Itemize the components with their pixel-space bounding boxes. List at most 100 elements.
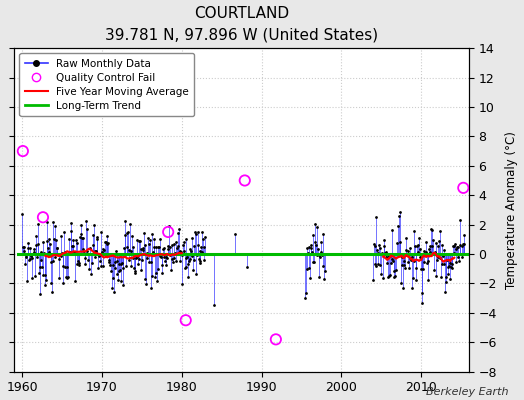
Point: [320, 276, 328, 282]
Point: [96, 258, 104, 264]
Point: [435, 228, 444, 234]
Point: [315, 274, 323, 280]
Point: [201, 234, 209, 240]
Point: [191, 229, 199, 236]
Point: [92, 247, 100, 254]
Point: [141, 281, 150, 287]
Point: [143, 250, 151, 256]
Point: [46, 241, 54, 248]
Point: [241, 177, 249, 184]
Point: [455, 258, 463, 264]
Point: [146, 258, 155, 265]
Point: [428, 243, 436, 250]
Point: [45, 248, 53, 255]
Point: [31, 233, 40, 240]
Point: [378, 251, 387, 258]
Point: [70, 249, 78, 255]
Point: [443, 263, 452, 270]
Point: [231, 231, 239, 237]
Point: [56, 252, 64, 258]
Point: [151, 244, 160, 250]
Point: [374, 250, 383, 256]
Point: [41, 272, 50, 278]
Point: [119, 264, 127, 271]
Point: [91, 248, 99, 254]
Point: [383, 249, 391, 255]
Point: [450, 243, 458, 249]
Point: [179, 242, 187, 248]
Point: [157, 254, 166, 260]
Point: [307, 242, 315, 248]
Point: [97, 228, 105, 235]
Point: [31, 272, 39, 279]
Point: [460, 232, 468, 238]
Point: [185, 258, 193, 264]
Point: [124, 228, 132, 235]
Point: [88, 259, 96, 266]
Point: [24, 245, 32, 251]
Point: [154, 266, 162, 272]
Point: [440, 260, 448, 267]
Point: [159, 246, 167, 252]
Point: [113, 270, 122, 277]
Point: [130, 265, 138, 271]
Point: [170, 241, 179, 248]
Point: [399, 285, 407, 291]
Point: [67, 228, 75, 234]
Point: [396, 209, 404, 216]
Point: [125, 247, 134, 253]
Point: [101, 239, 110, 245]
Point: [128, 255, 137, 262]
Point: [420, 258, 428, 265]
Point: [381, 254, 390, 260]
Point: [116, 261, 125, 267]
Point: [301, 294, 310, 301]
Point: [389, 274, 398, 280]
Point: [303, 244, 312, 251]
Point: [313, 252, 322, 258]
Point: [438, 261, 446, 267]
Point: [81, 261, 89, 267]
Point: [309, 232, 317, 238]
Point: [183, 254, 191, 260]
Point: [177, 249, 185, 255]
Point: [414, 242, 422, 249]
Point: [53, 245, 62, 251]
Point: [380, 237, 389, 243]
Point: [22, 252, 30, 258]
Point: [403, 248, 412, 254]
Point: [199, 236, 207, 242]
Point: [385, 273, 394, 279]
Point: [193, 252, 201, 258]
Point: [113, 258, 121, 264]
Point: [190, 243, 199, 250]
Point: [408, 285, 416, 291]
Point: [378, 250, 386, 256]
Point: [106, 262, 114, 268]
Point: [64, 274, 72, 280]
Point: [162, 254, 171, 261]
Point: [386, 272, 395, 279]
Point: [94, 253, 103, 259]
Point: [144, 241, 152, 248]
Point: [192, 271, 201, 277]
Text: Berkeley Earth: Berkeley Earth: [426, 387, 508, 397]
Point: [71, 277, 79, 284]
Point: [106, 251, 115, 258]
Point: [134, 256, 143, 263]
Point: [439, 253, 447, 260]
Point: [392, 250, 401, 257]
Point: [36, 290, 45, 297]
Point: [416, 254, 424, 260]
Point: [137, 246, 145, 252]
Point: [62, 274, 70, 280]
Point: [181, 263, 190, 270]
Point: [446, 260, 454, 266]
Point: [133, 254, 141, 260]
Point: [104, 256, 113, 263]
Point: [80, 250, 88, 256]
Point: [66, 249, 74, 255]
Point: [176, 248, 184, 254]
Point: [135, 238, 144, 244]
Point: [421, 252, 429, 258]
